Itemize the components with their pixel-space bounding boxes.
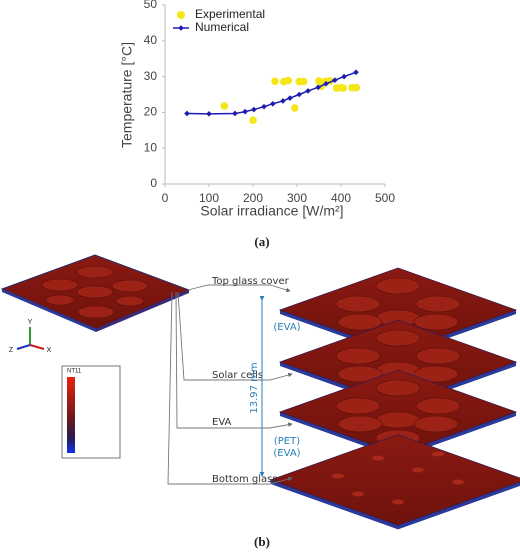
point <box>284 76 293 85</box>
y-axis-label: Temperature [°C] <box>119 42 135 148</box>
cell <box>375 411 421 429</box>
point <box>352 83 361 92</box>
point <box>251 106 257 113</box>
legend-label: Numerical <box>195 20 249 34</box>
point <box>287 95 293 101</box>
y-tick-label: 30 <box>144 69 158 83</box>
line <box>186 71 357 115</box>
cell <box>375 329 421 347</box>
axis-label: Y <box>28 319 33 326</box>
caption: (a) <box>254 234 269 249</box>
layer-label: Top glass cover <box>211 276 290 287</box>
x-tick-label: 200 <box>243 191 263 205</box>
y-tick-label: 10 <box>144 140 158 154</box>
axis-triad: Y Z X <box>9 319 52 354</box>
point <box>339 84 348 92</box>
y-tick-label: 20 <box>144 105 158 119</box>
point <box>323 80 329 87</box>
y-tick-label: 0 <box>150 176 157 190</box>
diagram: Top glass cover Solar cells EVA Bottom g… <box>0 254 520 530</box>
cell <box>415 397 461 415</box>
cell <box>375 379 421 397</box>
cell <box>335 347 381 365</box>
point <box>299 77 308 86</box>
point <box>280 98 286 104</box>
x-tick-label: 500 <box>375 191 395 205</box>
cell <box>415 295 461 313</box>
point <box>291 104 299 112</box>
point <box>232 110 238 117</box>
point <box>341 73 347 80</box>
plate-face <box>269 434 520 526</box>
cell <box>337 313 383 331</box>
cell <box>413 365 459 383</box>
point <box>271 77 279 86</box>
y-tick-label: 40 <box>144 33 158 47</box>
x-tick-label: 0 <box>162 191 169 205</box>
x-tick-label: 400 <box>331 191 351 205</box>
cell <box>413 415 459 433</box>
cell <box>352 491 364 497</box>
point <box>242 108 248 115</box>
cell <box>372 455 384 461</box>
axis-label: Z <box>9 347 14 354</box>
dimension-label: 13.97 mm <box>249 362 260 413</box>
plate <box>0 254 191 332</box>
cell <box>415 347 461 365</box>
legend-title: NT11 <box>67 369 82 375</box>
legend-marker <box>177 11 185 19</box>
layer-label: Solar cells <box>212 370 263 381</box>
legend-label: Experimental <box>195 7 265 21</box>
x-tick-label: 300 <box>287 191 307 205</box>
cell <box>392 499 404 505</box>
y-tick-label: 50 <box>144 0 158 11</box>
gap-label: (EVA) <box>273 322 300 333</box>
cell <box>432 451 444 457</box>
cell <box>452 479 464 485</box>
point <box>184 110 190 117</box>
cell <box>335 397 381 415</box>
gap-label: (PET) <box>274 436 300 447</box>
chart: Solar irradiance [W/m²] Temperature [°C]… <box>119 0 396 219</box>
cell <box>332 473 344 479</box>
cell <box>375 277 421 295</box>
point <box>261 103 267 110</box>
cell <box>412 467 424 473</box>
x-tick-label: 100 <box>199 191 219 205</box>
plate <box>278 369 518 458</box>
color-legend: NT11 <box>61 365 121 459</box>
point <box>206 111 212 117</box>
cell <box>335 295 381 313</box>
plate <box>269 434 520 530</box>
point <box>270 101 276 107</box>
layer-label: Bottom glass <box>212 474 278 485</box>
plate <box>278 267 518 356</box>
point <box>332 77 338 83</box>
legend-marker <box>178 25 184 31</box>
point <box>249 116 257 125</box>
caption: (b) <box>254 534 270 549</box>
axis-label: X <box>47 347 52 354</box>
layer-label: EVA <box>212 417 232 428</box>
point <box>315 84 321 91</box>
point <box>296 91 302 98</box>
point <box>353 69 359 76</box>
point <box>220 102 229 110</box>
cell <box>337 415 383 433</box>
cell <box>337 365 383 383</box>
cell <box>413 313 459 331</box>
point <box>305 88 311 94</box>
x-axis-label: Solar irradiance [W/m²] <box>200 203 343 219</box>
gap-label: (EVA) <box>273 448 300 459</box>
